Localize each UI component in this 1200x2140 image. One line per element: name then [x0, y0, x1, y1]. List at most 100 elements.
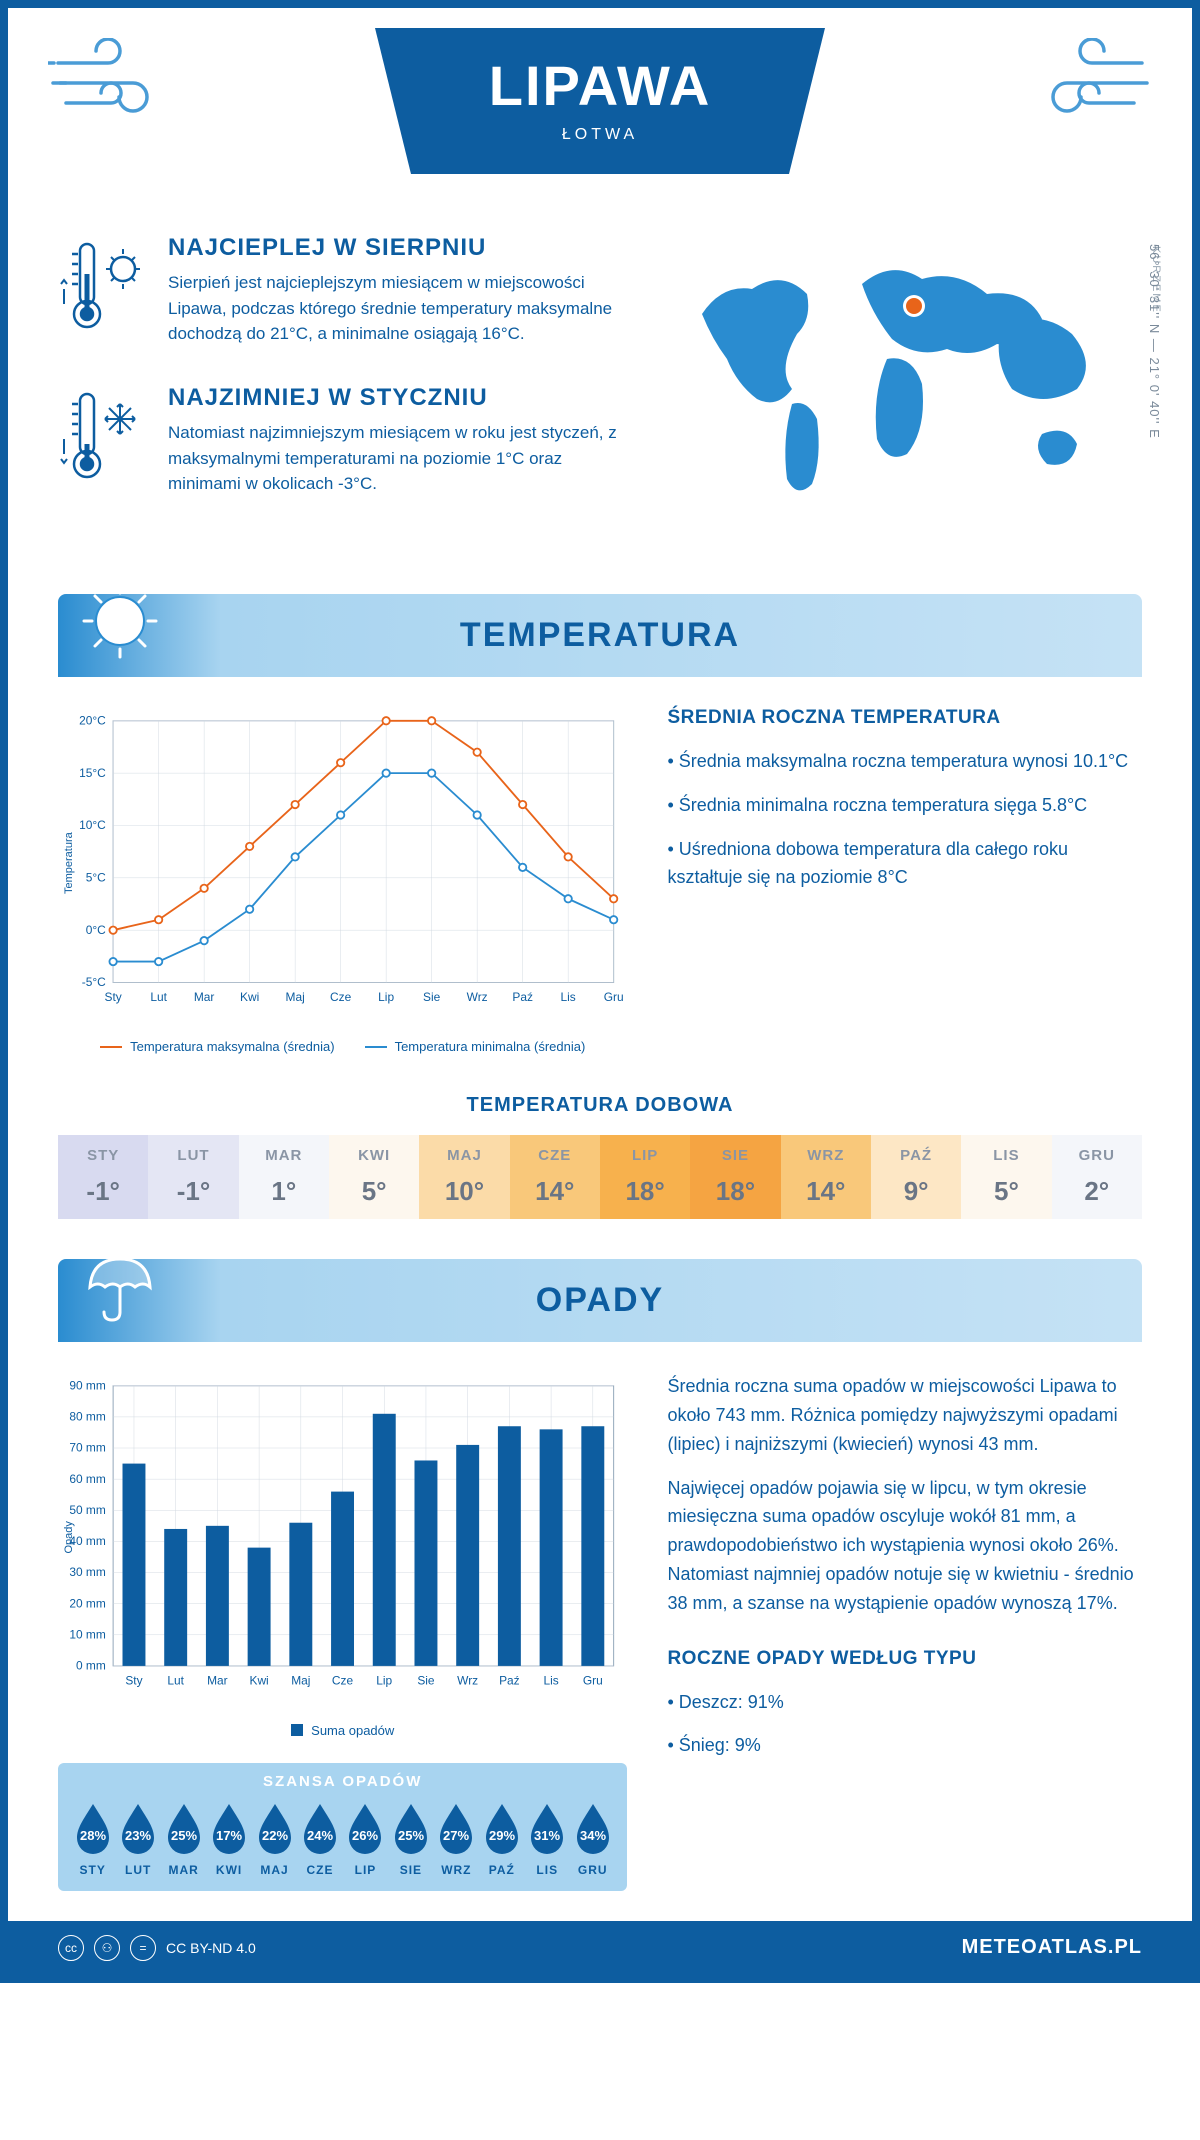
svg-text:0°C: 0°C	[86, 923, 106, 937]
precip-chance-drop: 25%SIE	[388, 1800, 433, 1877]
daily-temp-cell: KWI5°	[329, 1135, 419, 1219]
svg-text:Kwi: Kwi	[250, 1674, 269, 1688]
brand-text: METEOATLAS.PL	[962, 1936, 1142, 1959]
svg-text:50 mm: 50 mm	[69, 1503, 106, 1517]
city-title: LIPAWA	[455, 53, 745, 118]
svg-text:23%: 23%	[125, 1828, 151, 1843]
precip-chance-drop: 24%CZE	[297, 1800, 342, 1877]
temperature-header: TEMPERATURA	[58, 594, 1142, 677]
svg-text:Sty: Sty	[125, 1674, 142, 1688]
svg-text:5°C: 5°C	[86, 871, 106, 885]
svg-text:15°C: 15°C	[79, 766, 106, 780]
svg-text:Paź: Paź	[499, 1674, 520, 1688]
world-map	[662, 234, 1142, 514]
daily-temp-title: TEMPERATURA DOBOWA	[58, 1094, 1142, 1117]
temp-bullet: • Średnia minimalna roczna temperatura s…	[667, 791, 1142, 820]
svg-text:28%: 28%	[80, 1828, 106, 1843]
warmest-text: Sierpień jest najcieplejszym miesiącem w…	[168, 270, 622, 347]
precip-header: OPADY	[58, 1259, 1142, 1342]
svg-text:Opady: Opady	[63, 1521, 75, 1554]
svg-text:Sie: Sie	[417, 1674, 435, 1688]
daily-temp-table: STY-1°LUT-1°MAR1°KWI5°MAJ10°CZE14°LIP18°…	[58, 1135, 1142, 1219]
precip-chance-title: SZANSA OPADÓW	[70, 1773, 615, 1790]
svg-text:Lip: Lip	[378, 990, 394, 1004]
svg-text:Cze: Cze	[330, 990, 352, 1004]
svg-text:Cze: Cze	[332, 1674, 354, 1688]
license-text: CC BY-ND 4.0	[166, 1940, 256, 1956]
svg-text:Mar: Mar	[207, 1674, 228, 1688]
svg-text:0 mm: 0 mm	[76, 1659, 106, 1673]
svg-text:60 mm: 60 mm	[69, 1472, 106, 1486]
precip-snow: • Śnieg: 9%	[667, 1731, 1142, 1760]
precip-chance-drop: 34%GRU	[570, 1800, 615, 1877]
temperature-line-chart: -5°C0°C5°C10°C15°C20°CStyLutMarKwiMajCze…	[58, 707, 627, 1019]
coldest-text: Natomiast najzimniejszym miesiącem w rok…	[168, 420, 622, 497]
svg-text:Gru: Gru	[583, 1674, 603, 1688]
svg-text:Maj: Maj	[291, 1674, 310, 1688]
svg-text:31%: 31%	[534, 1828, 560, 1843]
daily-temp-cell: MAJ10°	[419, 1135, 509, 1219]
precip-chance-drop: 27%WRZ	[434, 1800, 479, 1877]
intro-section: NAJCIEPLEJ W SIERPNIU Sierpień jest najc…	[8, 214, 1192, 574]
country-subtitle: ŁOTWA	[455, 126, 745, 144]
svg-text:26%: 26%	[352, 1828, 378, 1843]
precip-type-title: ROCZNE OPADY WEDŁUG TYPU	[667, 1648, 1142, 1670]
daily-temp-cell: LIP18°	[600, 1135, 690, 1219]
svg-text:17%: 17%	[216, 1828, 242, 1843]
precip-chance-drop: 25%MAR	[161, 1800, 206, 1877]
svg-text:20°C: 20°C	[79, 713, 106, 727]
license-block: cc ⚇ = CC BY-ND 4.0	[58, 1935, 256, 1961]
precip-chance-drop: 17%KWI	[206, 1800, 251, 1877]
daily-temp-cell: PAŹ9°	[871, 1135, 961, 1219]
coldest-title: NAJZIMNIEJ W STYCZNIU	[168, 384, 622, 412]
svg-text:Wrz: Wrz	[457, 1674, 478, 1688]
svg-text:Lut: Lut	[167, 1674, 184, 1688]
temp-bullet: • Uśredniona dobowa temperatura dla całe…	[667, 835, 1142, 893]
precip-chance-drop: 26%LIP	[343, 1800, 388, 1877]
wind-icon-left	[48, 38, 188, 133]
svg-text:24%: 24%	[307, 1828, 333, 1843]
svg-text:70 mm: 70 mm	[69, 1441, 106, 1455]
by-icon: ⚇	[94, 1935, 120, 1961]
header: LIPAWA ŁOTWA	[8, 8, 1192, 214]
coldest-block: NAJZIMNIEJ W STYCZNIU Natomiast najzimni…	[58, 384, 622, 499]
warmest-title: NAJCIEPLEJ W SIERPNIU	[168, 234, 622, 262]
precip-para1: Średnia roczna suma opadów w miejscowośc…	[667, 1372, 1142, 1458]
umbrella-icon	[78, 1244, 163, 1334]
svg-text:Lis: Lis	[561, 990, 576, 1004]
svg-text:Sie: Sie	[423, 990, 441, 1004]
svg-text:Gru: Gru	[604, 990, 624, 1004]
precip-title: OPADY	[58, 1281, 1142, 1320]
precip-chance-drop: 29%PAŹ	[479, 1800, 524, 1877]
svg-text:10°C: 10°C	[79, 818, 106, 832]
thermometer-cold-icon	[58, 384, 148, 499]
sun-icon	[78, 579, 163, 669]
svg-text:25%: 25%	[171, 1828, 197, 1843]
warmest-block: NAJCIEPLEJ W SIERPNIU Sierpień jest najc…	[58, 234, 622, 349]
daily-temp-section: TEMPERATURA DOBOWA STY-1°LUT-1°MAR1°KWI5…	[58, 1094, 1142, 1219]
svg-text:25%: 25%	[398, 1828, 424, 1843]
svg-text:Mar: Mar	[194, 990, 215, 1004]
svg-text:Maj: Maj	[286, 990, 305, 1004]
precip-chance-drop: 22%MAJ	[252, 1800, 297, 1877]
svg-text:Lut: Lut	[150, 990, 167, 1004]
daily-temp-cell: LIS5°	[961, 1135, 1051, 1219]
svg-text:Lis: Lis	[543, 1674, 558, 1688]
precip-chance-drop: 28%STY	[70, 1800, 115, 1877]
daily-temp-cell: MAR1°	[239, 1135, 329, 1219]
daily-temp-cell: GRU2°	[1052, 1135, 1142, 1219]
svg-text:80 mm: 80 mm	[69, 1410, 106, 1424]
temperature-legend: Temperatura maksymalna (średnia) Tempera…	[58, 1039, 627, 1054]
svg-text:Paź: Paź	[512, 990, 533, 1004]
svg-text:40 mm: 40 mm	[69, 1534, 106, 1548]
precip-bar-chart: 0 mm10 mm20 mm30 mm40 mm50 mm60 mm70 mm8…	[58, 1372, 627, 1703]
svg-text:10 mm: 10 mm	[69, 1628, 106, 1642]
cc-icon: cc	[58, 1935, 84, 1961]
svg-text:30 mm: 30 mm	[69, 1565, 106, 1579]
precip-chance-drop: 23%LUT	[115, 1800, 160, 1877]
precip-para2: Najwięcej opadów pojawia się w lipcu, w …	[667, 1474, 1142, 1618]
svg-text:Kwi: Kwi	[240, 990, 259, 1004]
svg-text:29%: 29%	[489, 1828, 515, 1843]
svg-text:34%: 34%	[580, 1828, 606, 1843]
nd-icon: =	[130, 1935, 156, 1961]
